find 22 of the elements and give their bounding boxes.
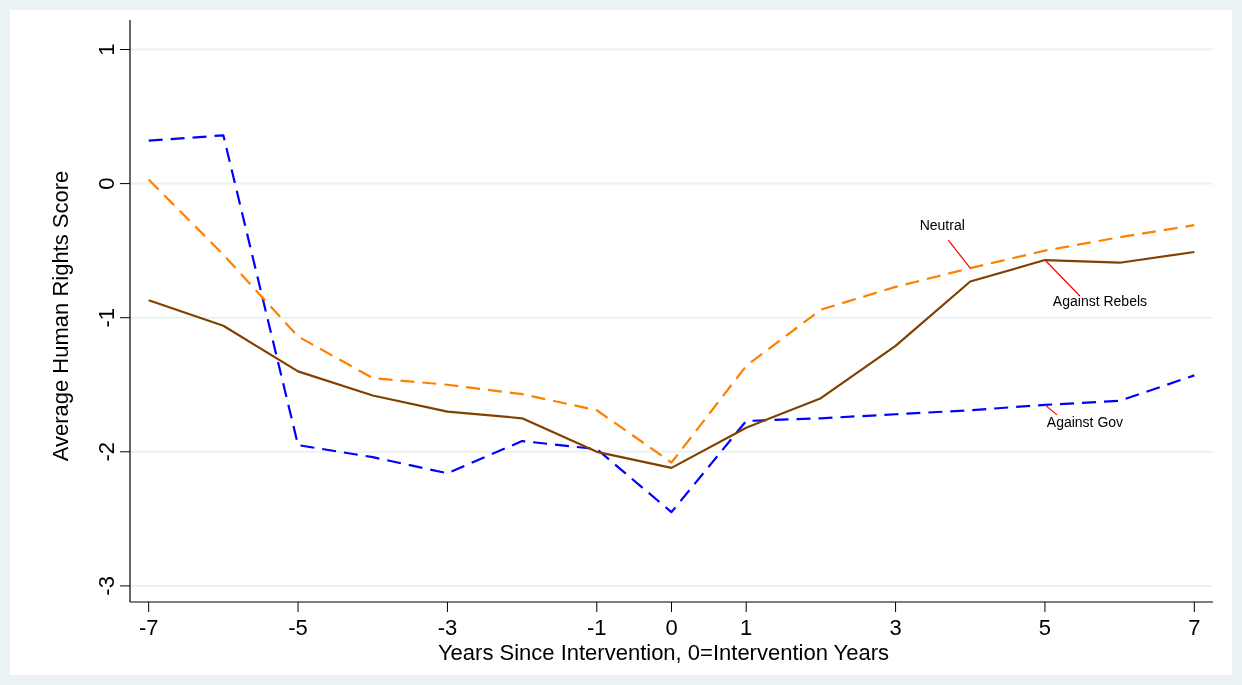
line-series <box>147 134 1196 514</box>
x-tick-label: 0 <box>665 615 678 640</box>
y-tick-label: -2 <box>94 442 119 462</box>
x-tick-label: -5 <box>288 615 308 640</box>
x-axis-title: Years Since Intervention, 0=Intervention Years <box>437 640 890 665</box>
y-tick-label: 0 <box>94 177 119 190</box>
y-axis-title: Average Human Rights Score <box>48 170 73 462</box>
x-tick-label: 5 <box>1038 615 1052 640</box>
line-series <box>147 178 1196 464</box>
y-tick-label: -1 <box>94 307 119 328</box>
x-tick-label: 3 <box>889 615 902 640</box>
series-label: Against Gov <box>1046 413 1124 430</box>
x-tick-label: -3 <box>437 615 458 640</box>
x-tick-label: -1 <box>587 615 607 640</box>
y-tick-label: 1 <box>94 43 119 56</box>
text: Against Rebels <box>1052 293 1148 310</box>
x-tick-label: 1 <box>740 615 753 640</box>
x-tick-label: -7 <box>138 615 159 640</box>
line-series <box>147 250 1196 469</box>
y-tick-label: -3 <box>94 576 119 596</box>
text: Neutral <box>919 217 965 234</box>
x-tick-label: 7 <box>1188 615 1201 640</box>
